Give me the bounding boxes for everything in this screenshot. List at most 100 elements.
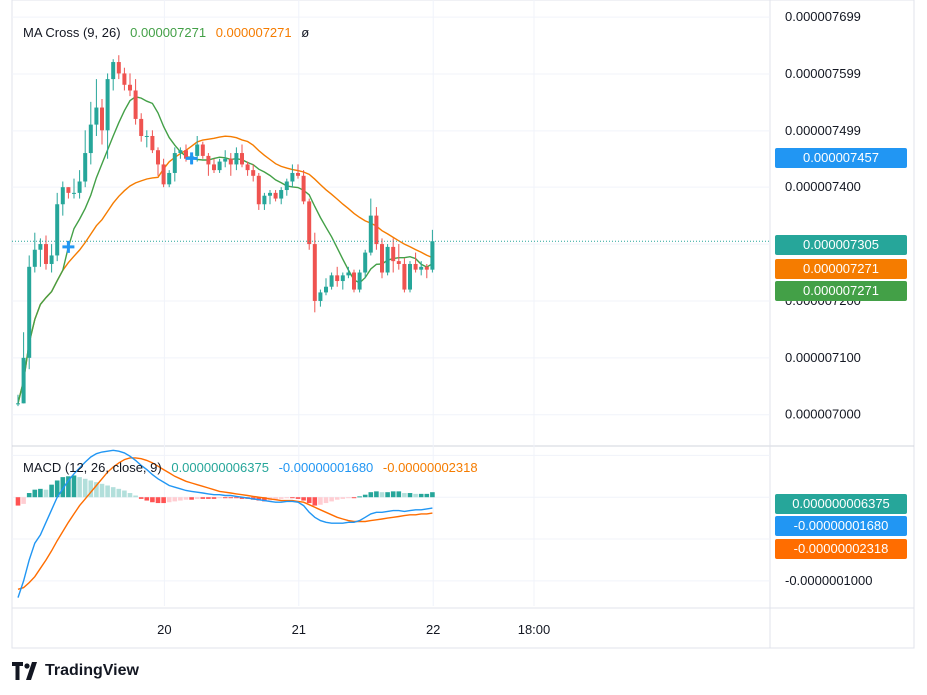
macd-hist-bar	[396, 491, 402, 498]
time-tick-label: 22	[426, 622, 440, 637]
macd-title: MACD (12, 26, close, 9)	[23, 460, 162, 475]
candle-body	[385, 246, 390, 273]
macd-hist-value: 0.000000006375	[171, 460, 269, 475]
macd-hist-bar	[206, 497, 211, 499]
macd-hist-bar	[334, 497, 340, 500]
macd-hist-bar	[290, 497, 295, 499]
ma-cross-legend[interactable]: MA Cross (9, 26) 0.000007271 0.000007271…	[23, 25, 315, 40]
macd-hist-bar	[222, 497, 228, 499]
eye-off-icon[interactable]: ø	[301, 25, 310, 40]
macd-hist-bar	[262, 497, 267, 502]
time-tick-label: 18:00	[518, 622, 551, 637]
macd-hist-bar	[138, 497, 144, 499]
macd-hist-bar	[194, 497, 200, 499]
candle-body	[419, 266, 424, 270]
macd-hist-bar	[234, 497, 239, 499]
macd-hist-bar	[217, 497, 222, 499]
candle-body	[55, 204, 60, 256]
candle-body	[44, 244, 48, 264]
macd-line-value: -0.00000001680	[278, 460, 374, 475]
candle-body	[340, 275, 345, 282]
candle-body	[184, 150, 188, 159]
candle-body	[94, 107, 99, 125]
macd-hist-tag: 0.000000006375	[775, 494, 907, 514]
candle-body	[139, 118, 144, 136]
candle-body	[105, 79, 110, 131]
candle-body	[245, 164, 250, 171]
candle-body	[380, 244, 384, 273]
last-price-tag: 0.000007305	[775, 235, 907, 255]
macd-hist-bar	[413, 493, 418, 498]
macd-hist-bar	[110, 487, 116, 498]
ma26-line	[17, 135, 433, 404]
candle-body	[228, 158, 233, 165]
macd-hist-bar	[166, 497, 172, 503]
price-tick-label: 0.000007100	[785, 350, 861, 365]
candle-body	[38, 244, 43, 250]
macd-hist-bar	[256, 497, 262, 501]
macd-hist-bar	[183, 497, 189, 500]
macd-signal-tag: -0.00000002318	[775, 539, 907, 559]
macd-hist-bar	[295, 497, 301, 499]
ma-cross-title: MA Cross (9, 26)	[23, 25, 121, 40]
macd-hist-bar	[43, 489, 49, 498]
price-tick-label: 0.000007400	[785, 179, 861, 194]
macd-hist-bar	[127, 493, 133, 498]
macd-hist-bar	[385, 492, 390, 498]
macd-hist-bar	[94, 482, 99, 498]
macd-hist-bar	[60, 477, 66, 498]
candle-body	[290, 172, 295, 182]
price-pane[interactable]	[12, 55, 770, 407]
macd-hist-bar	[133, 495, 138, 498]
macd-hist-bar	[430, 492, 435, 498]
candle-body	[240, 153, 244, 165]
grid-lines	[11, 0, 915, 649]
candle-body	[391, 246, 396, 262]
macd-hist-bar	[172, 497, 178, 502]
macd-hist-bar	[99, 483, 105, 498]
price-tick-label: 0.000007599	[785, 66, 861, 81]
candle-body	[284, 181, 289, 191]
ma9-price-tag: 0.000007271	[775, 281, 907, 301]
candle-body	[279, 190, 284, 199]
candle-body	[312, 244, 317, 301]
candle-body	[156, 150, 160, 165]
candle-body	[234, 153, 239, 165]
macd-hist-bar	[284, 497, 290, 499]
tradingview-brand[interactable]: TradingView	[12, 662, 139, 680]
macd-hist-bar	[54, 480, 60, 498]
macd-hist-bar	[49, 484, 54, 498]
macd-hist-bar	[21, 497, 26, 504]
candle-body	[273, 192, 278, 199]
macd-hist-bar	[323, 497, 329, 504]
macd-legend[interactable]: MACD (12, 26, close, 9) 0.000000006375 -…	[23, 460, 484, 475]
candle-body	[223, 158, 228, 162]
macd-hist-bar	[150, 497, 155, 503]
macd-axis[interactable]: -0.0000001000	[785, 573, 872, 588]
candle-body	[178, 150, 183, 154]
macd-hist-bar	[424, 493, 430, 498]
candle-body	[66, 187, 71, 193]
macd-hist-bar	[71, 475, 77, 498]
price-axis[interactable]: 0.000007699 0.000007599 0.000007499 0.00000…	[785, 9, 861, 422]
macd-pane[interactable]	[15, 449, 435, 598]
macd-hist-bar	[351, 497, 357, 499]
macd-hist-bar	[306, 497, 312, 504]
macd-hist-bar	[239, 497, 245, 499]
candle-body	[88, 124, 93, 154]
price-tick-label: 0.000007000	[785, 407, 861, 422]
macd-hist-bar	[318, 497, 323, 505]
candle-body	[128, 84, 132, 91]
macd-hist-bar	[189, 497, 194, 500]
ma-cross-marker-icon	[62, 240, 75, 253]
brand-name: TradingView	[45, 662, 139, 679]
candle-body	[217, 161, 222, 171]
candle-body	[324, 286, 328, 293]
high-price-tag: 0.000007457	[775, 148, 907, 168]
candle-body	[307, 201, 312, 245]
macd-signal-line	[17, 457, 433, 590]
candle-body	[396, 261, 401, 264]
time-axis[interactable]: 20 21 22 18:00	[157, 622, 550, 637]
candle-body	[195, 144, 200, 156]
